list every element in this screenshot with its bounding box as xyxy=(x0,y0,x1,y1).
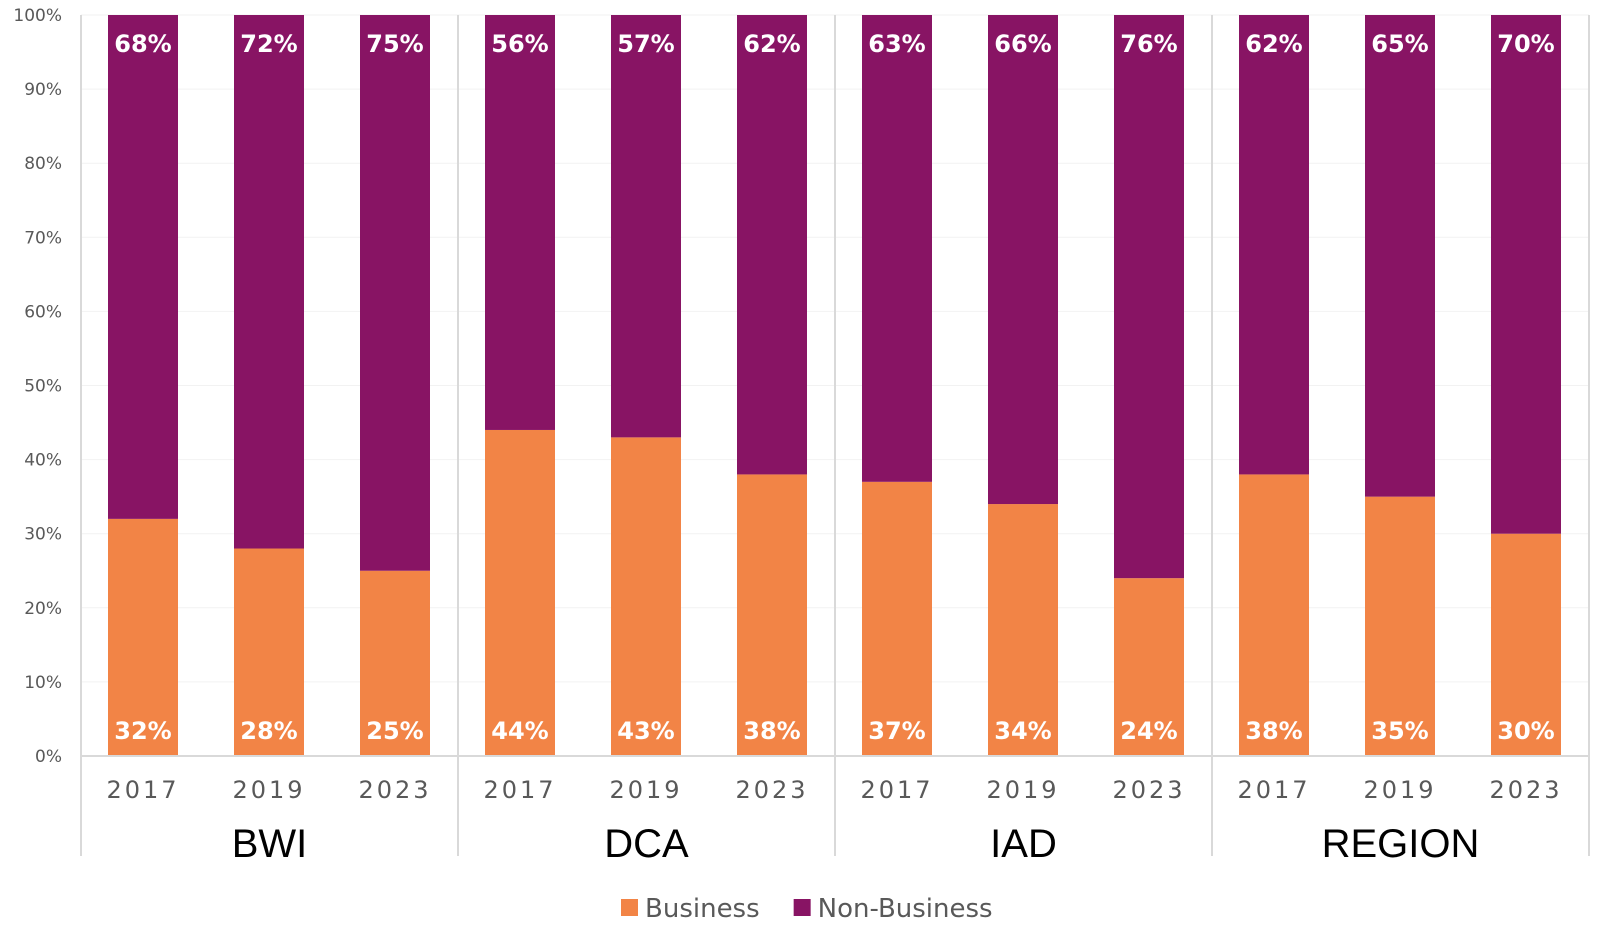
data-label-business: 38% xyxy=(743,717,800,745)
bar-business-bwi-2023 xyxy=(360,570,430,756)
x-tick-label: 2023 xyxy=(1489,776,1562,804)
x-tick-label: 2017 xyxy=(1237,776,1310,804)
data-label-business: 37% xyxy=(868,717,925,745)
y-tick-label: 40% xyxy=(24,451,62,471)
bar-non-business-region-2019 xyxy=(1365,15,1435,497)
data-label-non-business: 66% xyxy=(994,30,1051,58)
data-label-business: 43% xyxy=(617,717,674,745)
y-tick-label: 30% xyxy=(24,525,62,545)
axes: 0% 10% 20% 30% 40% 50% 60% 70% 80% 90% 100% 2017 201… xyxy=(13,6,1590,866)
data-label-non-business: 68% xyxy=(114,30,171,58)
group-label-region: REGION xyxy=(1322,822,1480,866)
data-label-non-business: 62% xyxy=(743,30,800,58)
data-label-non-business: 62% xyxy=(1245,30,1302,58)
data-label-non-business: 70% xyxy=(1497,30,1554,58)
x-tick-label: 2019 xyxy=(986,776,1059,804)
bar-non-business-dca-2017 xyxy=(485,15,555,430)
bar-non-business-bwi-2017 xyxy=(108,15,178,519)
data-label-non-business: 75% xyxy=(366,30,423,58)
y-tick-label: 100% xyxy=(13,6,62,26)
y-tick-label: 70% xyxy=(24,228,62,248)
y-tick-label: 60% xyxy=(24,302,62,322)
bar-business-iad-2023 xyxy=(1114,578,1184,756)
data-labels: 32% 68% 28% 72% 25% 75% 44% 56% 43% 57% 38% 62% 37% 6… xyxy=(114,30,1554,745)
x-tick-label: 2017 xyxy=(860,776,933,804)
data-label-business: 24% xyxy=(1120,717,1177,745)
bar-non-business-iad-2017 xyxy=(862,15,932,482)
bar-business-iad-2017 xyxy=(862,481,932,756)
data-label-business: 25% xyxy=(366,717,423,745)
bar-business-dca-2023 xyxy=(737,474,807,756)
group-label-bwi: BWI xyxy=(232,822,308,866)
data-label-non-business: 56% xyxy=(491,30,548,58)
bar-business-iad-2019 xyxy=(988,504,1058,756)
y-tick-label: 80% xyxy=(24,154,62,174)
group-label-dca: DCA xyxy=(604,822,689,866)
legend-swatch-business xyxy=(621,899,638,916)
bar-business-bwi-2017 xyxy=(108,518,178,756)
data-label-non-business: 63% xyxy=(868,30,925,58)
data-label-business: 35% xyxy=(1371,717,1428,745)
bar-non-business-iad-2019 xyxy=(988,15,1058,505)
data-label-business: 38% xyxy=(1245,717,1302,745)
bar-non-business-bwi-2023 xyxy=(360,15,430,571)
data-label-non-business: 57% xyxy=(617,30,674,58)
x-tick-label: 2017 xyxy=(106,776,179,804)
y-tick-label: 90% xyxy=(24,80,62,100)
bar-non-business-region-2017 xyxy=(1239,15,1309,475)
data-label-non-business: 65% xyxy=(1371,30,1428,58)
bar-business-bwi-2019 xyxy=(234,548,304,756)
data-label-business: 34% xyxy=(994,717,1051,745)
legend-label-non-business: Non-Business xyxy=(818,894,993,924)
legend: Business Non-Business xyxy=(621,894,993,924)
bar-business-region-2017 xyxy=(1239,474,1309,756)
group-label-iad: IAD xyxy=(990,822,1057,866)
bars xyxy=(108,15,1561,756)
x-tick-label: 2019 xyxy=(1363,776,1436,804)
y-tick-label: 10% xyxy=(24,673,62,693)
data-label-non-business: 72% xyxy=(240,30,297,58)
legend-label-business: Business xyxy=(645,894,760,924)
x-tick-label: 2019 xyxy=(609,776,682,804)
bar-business-dca-2019 xyxy=(611,437,681,756)
bar-non-business-bwi-2019 xyxy=(234,15,304,549)
data-label-business: 44% xyxy=(491,717,548,745)
y-tick-label: 50% xyxy=(24,377,62,397)
x-tick-label: 2023 xyxy=(358,776,431,804)
data-label-business: 32% xyxy=(114,717,171,745)
bar-business-region-2023 xyxy=(1491,533,1561,756)
x-tick-label: 2017 xyxy=(483,776,556,804)
bar-non-business-dca-2023 xyxy=(737,15,807,475)
data-label-non-business: 76% xyxy=(1120,30,1177,58)
x-tick-label: 2019 xyxy=(232,776,305,804)
legend-swatch-non-business xyxy=(793,899,811,916)
bar-non-business-dca-2019 xyxy=(611,15,681,438)
data-label-business: 28% xyxy=(240,717,297,745)
bar-business-region-2019 xyxy=(1365,496,1435,756)
y-tick-label: 0% xyxy=(35,747,62,767)
bar-non-business-iad-2023 xyxy=(1114,15,1184,579)
x-tick-label: 2023 xyxy=(735,776,808,804)
x-tick-label: 2023 xyxy=(1112,776,1185,804)
bar-business-dca-2017 xyxy=(485,429,555,756)
bar-non-business-region-2023 xyxy=(1491,15,1561,534)
data-label-business: 30% xyxy=(1497,717,1554,745)
y-tick-label: 20% xyxy=(24,599,62,619)
